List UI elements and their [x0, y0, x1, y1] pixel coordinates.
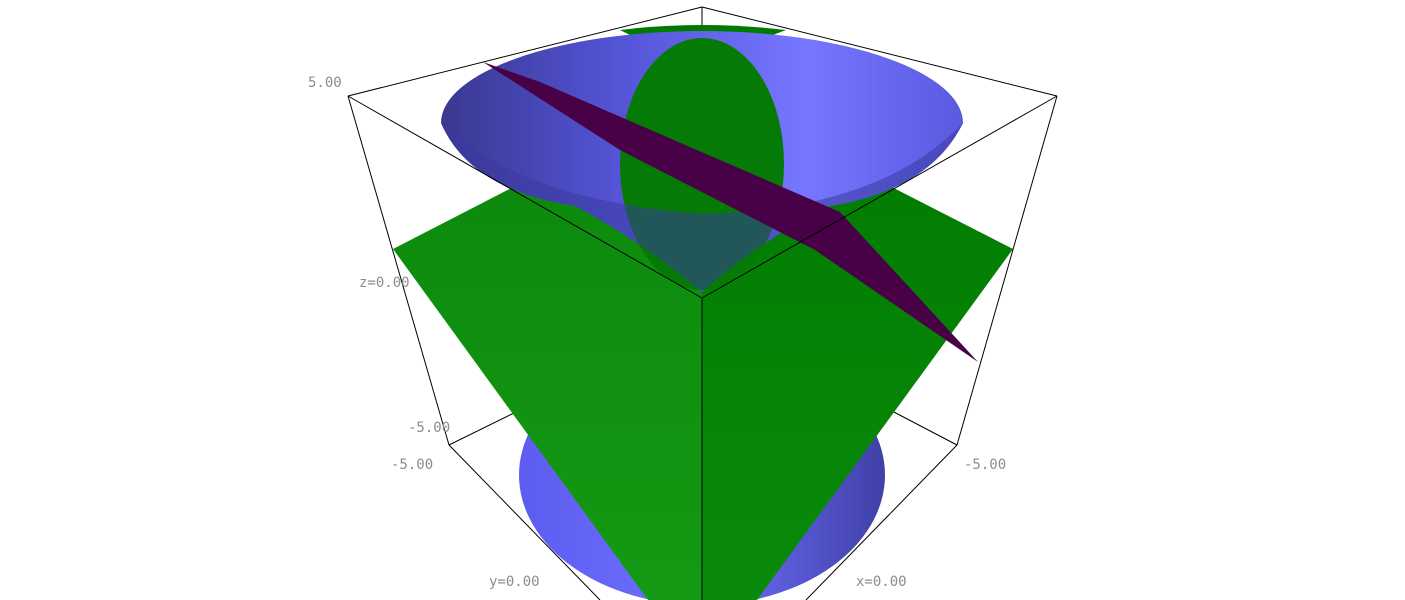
y-axis-min-label: -5.00	[391, 457, 433, 473]
z-axis-max-label: 5.00	[308, 75, 342, 91]
x-axis-mid-label: x=0.00	[856, 574, 907, 590]
box-back-edges	[347, 6, 1058, 446]
z-axis-mid-label: z=0.00	[359, 275, 410, 291]
x-axis-min-label: -5.00	[964, 457, 1006, 473]
upper-cone-inner-shadow	[441, 123, 963, 292]
z-axis-min-label: -5.00	[408, 420, 450, 436]
box-front-edges	[347, 95, 1058, 600]
y-axis-mid-label: y=0.00	[489, 574, 540, 590]
purple-plane	[483, 62, 978, 362]
